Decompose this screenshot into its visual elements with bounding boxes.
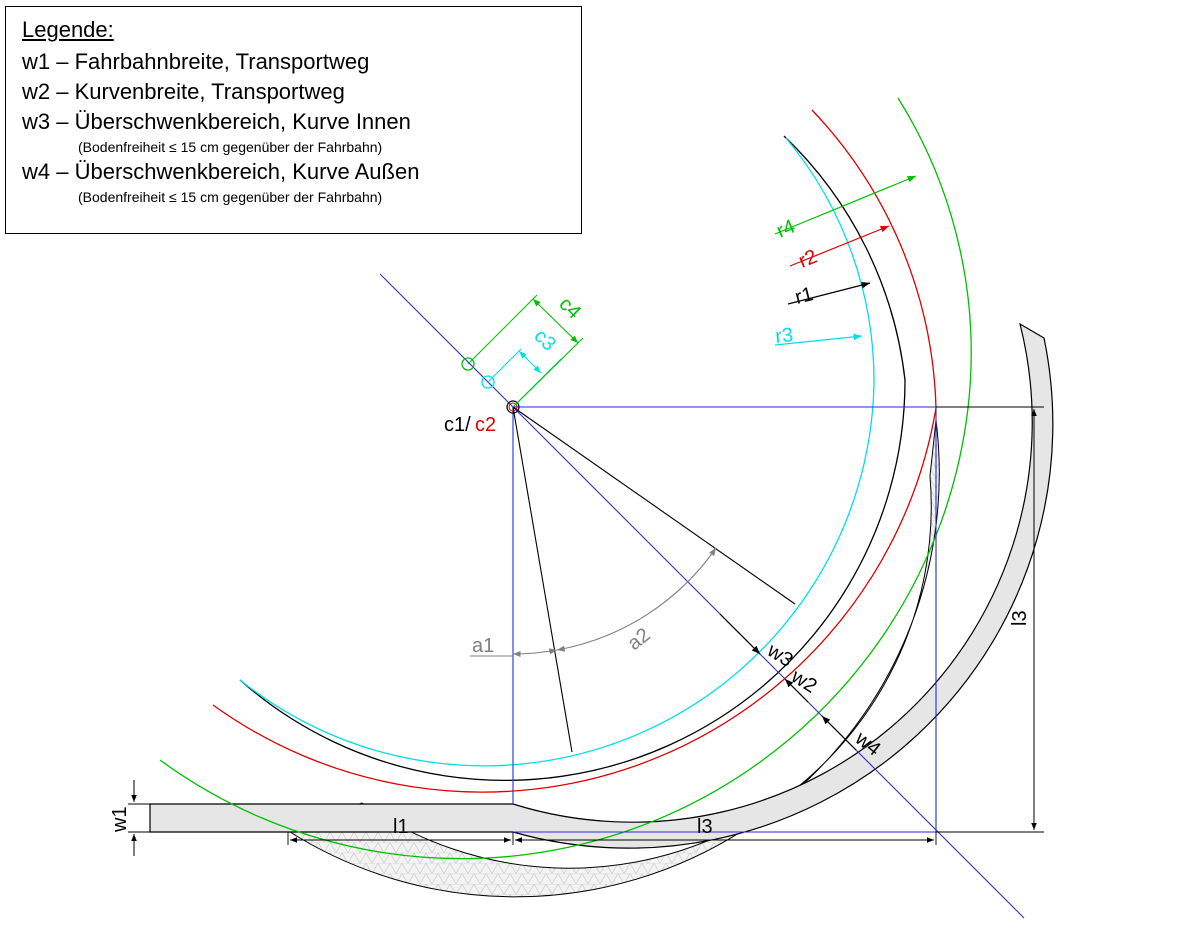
label-c2: c2 [475, 414, 496, 436]
label-r2: r2 [796, 246, 821, 273]
label-w1: w1 [109, 806, 131, 833]
label-l3-bottom: l3 [697, 816, 713, 838]
r4-arrow [774, 175, 917, 235]
r2-arrow [789, 225, 890, 267]
arc-r1 [239, 135, 906, 781]
legend-item-w2: w2 – Kurvenbreite, Transportweg [22, 79, 345, 104]
r1-arrow [787, 281, 871, 305]
arc-r3 [239, 137, 875, 767]
r3-arrow [774, 333, 863, 346]
label-r3: r3 [774, 324, 794, 348]
center-c3 [481, 375, 495, 389]
w3-arrow [719, 613, 761, 655]
c4-dimension [467, 294, 584, 408]
legend-box: Legende: w1 – Fahrbahnbreite, Transportw… [5, 6, 582, 234]
label-r4: r4 [774, 216, 799, 243]
legend-item-w1: w1 – Fahrbahnbreite, Transportweg [22, 49, 370, 74]
legend-note-w4: (Bodenfreiheit ≤ 15 cm gegenüber der Fah… [78, 189, 383, 205]
label-a1: a1 [472, 635, 494, 657]
road-band [149, 322, 1054, 849]
angle-a2 [556, 547, 717, 652]
label-c1: c1/ [444, 414, 471, 436]
label-w2: w2 [787, 665, 821, 698]
angle-a1 [470, 648, 558, 658]
radial-lines [512, 406, 796, 753]
c3-dimension [487, 348, 562, 408]
arc-r2 [212, 109, 937, 793]
legend-note-w3: (Bodenfreiheit ≤ 15 cm gegenüber der Fah… [78, 139, 383, 155]
w2-arrow [784, 678, 809, 703]
label-l1: l1 [393, 816, 409, 838]
arc-r4 [159, 97, 972, 860]
legend-title: Legende: [22, 17, 114, 42]
label-l3-right: l3 [1009, 610, 1031, 626]
legend-item-w3: w3 – Überschwenkbereich, Kurve Innen [22, 109, 411, 134]
extension-lines [128, 406, 1044, 845]
label-r1: r1 [793, 283, 816, 309]
center-c1-c2 [506, 400, 520, 414]
w4-arrow [821, 715, 857, 751]
center-c4 [461, 357, 475, 371]
label-c3: c3 [529, 325, 559, 355]
label-c4: c4 [554, 293, 584, 323]
label-a2: a2 [624, 624, 655, 655]
legend-item-w4: w4 – Überschwenkbereich, Kurve Außen [22, 159, 420, 184]
